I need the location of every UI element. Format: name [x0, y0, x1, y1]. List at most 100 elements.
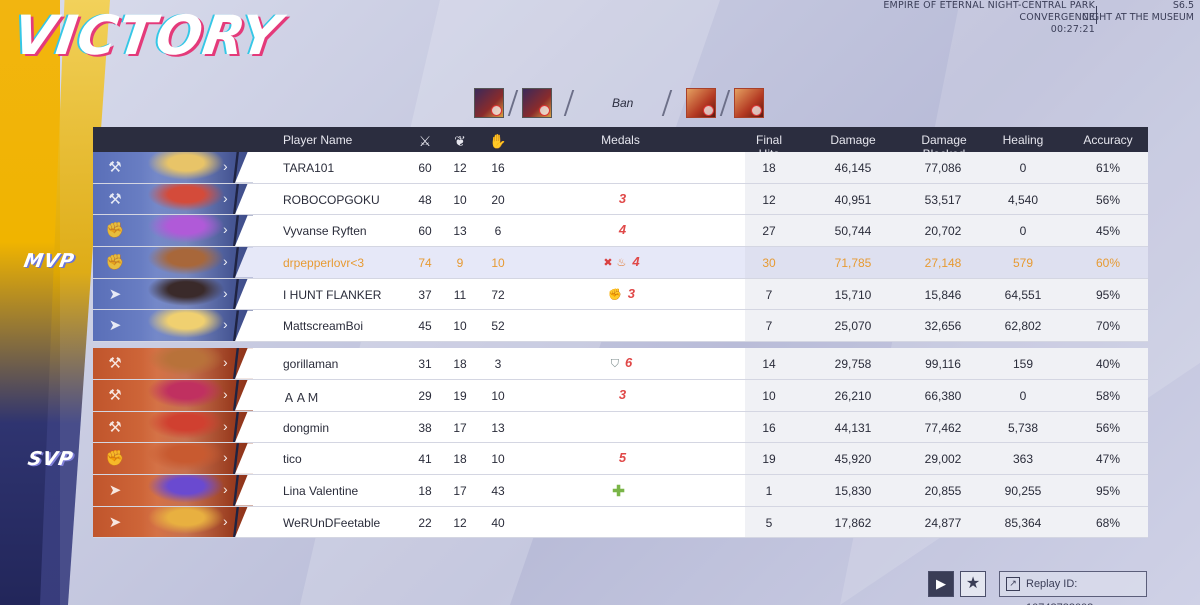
table-row[interactable]: ⚒ › TARA101 60 12 16 18 46,145 77,086 0 …	[93, 152, 1148, 184]
player-name[interactable]: MattscreamBoi	[283, 319, 364, 334]
stats-band	[745, 152, 1148, 183]
medals-cell[interactable]: ✊ 3	[563, 286, 678, 301]
medals-cell[interactable]	[563, 159, 678, 174]
hero-portrait[interactable]: ✊ ›	[93, 443, 253, 474]
table-row[interactable]: ⚒ › gorillaman 31 18 3 ⛉ 6 14 29,758 99,1…	[93, 348, 1148, 380]
hero-portrait[interactable]: ✊ ›	[93, 247, 253, 278]
damage-blocked-value: 29,002	[924, 452, 962, 467]
assists-value: 52	[491, 319, 505, 334]
hero-portrait[interactable]: ⚒ ›	[93, 379, 253, 411]
banned-hero-icon[interactable]	[474, 88, 504, 118]
medals-cell[interactable]: 3	[563, 387, 678, 402]
banned-hero-icon[interactable]	[686, 88, 716, 118]
table-row[interactable]: ➤ › Lina Valentine 18 17 43 ✚ 1 15,830 2…	[93, 474, 1148, 507]
damage-blocked-value: 20,855	[924, 483, 962, 498]
final-hits-value: 14	[762, 357, 776, 372]
final-hits-value: 12	[762, 192, 776, 207]
table-row[interactable]: ➤ › MattscreamBoi 45 10 52 7 25,070 32,6…	[93, 310, 1148, 343]
chevron-right-icon: ›	[223, 512, 228, 529]
player-name[interactable]: tico	[283, 452, 302, 467]
stats-band	[745, 310, 1148, 342]
favorite-button[interactable]: ★	[960, 571, 986, 597]
banned-hero-icon[interactable]	[734, 88, 764, 118]
kills-value: 60	[418, 224, 432, 239]
hero-portrait[interactable]: ➤ ›	[93, 278, 253, 310]
ban-mark-icon	[751, 105, 762, 116]
medals-cell[interactable]: 5	[563, 450, 678, 465]
player-name[interactable]: dongmin	[283, 420, 330, 435]
damage-blocked-value: 24,877	[924, 515, 962, 530]
player-name[interactable]: I HUNT FLANKER	[283, 287, 382, 302]
damage-value: 46,145	[834, 161, 872, 175]
medals-cell[interactable]	[563, 419, 678, 434]
medals-cell[interactable]: 3	[563, 191, 678, 206]
player-name[interactable]: Vyvanse Ryften	[283, 224, 367, 239]
hero-portrait[interactable]: ⚒ ›	[93, 348, 253, 379]
play-replay-button[interactable]: ▶	[928, 571, 954, 597]
damage-blocked-value: 15,846	[924, 287, 962, 302]
table-row[interactable]: ⚒ › dongmin 38 17 13 16 44,131 77,462 5,…	[93, 411, 1148, 444]
player-name[interactable]: Lina Valentine	[283, 483, 359, 498]
assists-value: 10	[491, 452, 505, 467]
hero-portrait[interactable]: ➤ ›	[93, 474, 253, 506]
hero-portrait[interactable]: ✊ ›	[93, 215, 253, 247]
hero-portrait[interactable]: ➤ ›	[93, 506, 253, 538]
hero-portrait[interactable]: ⚒ ›	[93, 152, 253, 183]
player-name[interactable]: drpepperlovr<3	[283, 256, 365, 271]
final-hits-value: 5	[765, 515, 773, 530]
deaths-value: 12	[453, 515, 467, 530]
table-row[interactable]: ✊ › tico 41 18 10 5 19 45,920 29,002 363…	[93, 443, 1148, 475]
kills-value: 60	[418, 161, 432, 175]
player-name[interactable]: TARA101	[283, 161, 335, 175]
hero-portrait[interactable]: ⚒ ›	[93, 411, 253, 443]
header-accuracy[interactable]: Accuracy	[1083, 133, 1133, 147]
table-row[interactable]: ⚒ › ＡＡＭ 29 19 10 3 10 26,210 66,380 0 58…	[93, 379, 1148, 412]
header-player-name[interactable]: Player Name	[283, 133, 353, 147]
medals-cell[interactable]: ✖ ♨ 4	[563, 254, 678, 269]
crossed-swords-icon[interactable]: ⚔	[418, 133, 432, 149]
player-name[interactable]: ROBOCOPGOKU	[283, 192, 380, 207]
broken-heart-icon[interactable]: ❦	[454, 133, 466, 149]
final-hits-value: 7	[765, 319, 773, 334]
header-healing[interactable]: Healing	[1002, 133, 1044, 147]
medals-cell[interactable]: ⛉ 6	[563, 355, 678, 371]
star-icon: ★	[965, 575, 981, 592]
table-row[interactable]: ✊ › Vyvanse Ryften 60 13 6 4 27 50,744 2…	[93, 215, 1148, 248]
medal-count: 5	[618, 450, 627, 466]
accuracy-value: 47%	[1095, 452, 1121, 467]
kills-value: 48	[418, 192, 432, 207]
player-name[interactable]: ＡＡＭ	[283, 390, 320, 405]
medals-cell[interactable]: ✚	[563, 482, 678, 500]
medal-count: 4	[632, 254, 640, 270]
header-medals[interactable]: Medals	[601, 133, 640, 147]
chevron-right-icon: ›	[223, 417, 228, 434]
replay-id-box[interactable]: ↗ Replay ID: 10748788008	[999, 571, 1147, 605]
healing-value: 5,738	[1007, 420, 1039, 435]
banned-hero-icon[interactable]	[522, 88, 552, 118]
damage-value: 50,744	[834, 224, 872, 239]
assists-value: 40	[491, 515, 505, 530]
player-name[interactable]: gorillaman	[283, 357, 339, 372]
hero-portrait[interactable]: ➤ ›	[93, 310, 253, 342]
deaths-value: 18	[453, 452, 467, 467]
healing-value: 64,551	[1004, 287, 1042, 302]
final-hits-value: 10	[762, 388, 776, 403]
damage-value: 45,920	[834, 452, 872, 467]
medals-cell[interactable]	[563, 317, 678, 332]
table-row[interactable]: ➤ › I HUNT FLANKER 37 11 72 ✊ 3 7 15,710 …	[93, 278, 1148, 311]
helping-hands-icon[interactable]: ✋	[489, 133, 507, 149]
player-name[interactable]: WeRUnDFeetable	[283, 515, 381, 530]
medals-cell[interactable]: 4	[563, 222, 678, 237]
hero-portrait[interactable]: ⚒ ›	[93, 183, 253, 215]
header-damage[interactable]: Damage	[830, 133, 876, 147]
table-row[interactable]: ✊ › drpepperlovr<3 74 9 10 ✖ ♨ 4 30 71,785…	[93, 247, 1148, 279]
hero-art	[141, 411, 231, 443]
medals-cell[interactable]	[563, 514, 678, 529]
table-row[interactable]: ⚒ › ROBOCOPGOKU 48 10 20 3 12 40,951 53,…	[93, 183, 1148, 216]
portrait-stripe	[233, 474, 239, 506]
stats-band	[745, 474, 1148, 506]
ban-mark-icon	[703, 105, 714, 116]
kills-value: 45	[418, 319, 432, 334]
role-icon: ⚒	[108, 190, 122, 208]
table-row[interactable]: ➤ › WeRUnDFeetable 22 12 40 5 17,862 24,…	[93, 506, 1148, 539]
